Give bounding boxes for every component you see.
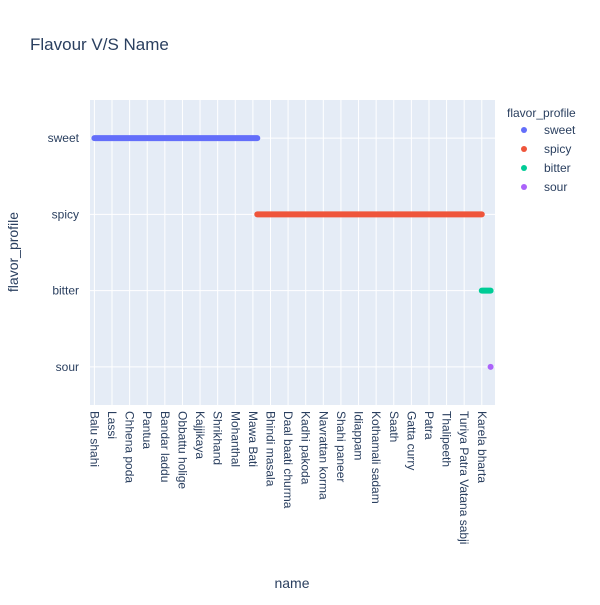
x-tick-label: Daal baati churma — [281, 411, 295, 509]
x-tick-label: Idiappam — [352, 411, 366, 460]
x-tick-label: Balu shahi — [87, 411, 101, 467]
x-tick-label: Mawa Bati — [246, 411, 260, 467]
legend-items: sweet spicy bitter sour — [521, 123, 576, 194]
y-tick-label: spicy — [52, 207, 79, 221]
x-tick-label: Karela bharta — [475, 411, 489, 483]
data-point — [487, 363, 494, 370]
y-tick-label: sour — [56, 360, 79, 374]
y-tick-label: bitter — [52, 284, 79, 298]
legend-marker — [521, 127, 527, 133]
x-tick-label: Obbattu holige — [175, 411, 189, 489]
legend-label: sweet — [544, 123, 576, 137]
grid — [90, 100, 495, 405]
legend-item-sour[interactable]: sour — [521, 180, 567, 194]
x-tick-label: Kajjikaya — [193, 411, 207, 459]
chart-title: Flavour V/S Name — [30, 35, 169, 54]
y-tick-label: sweet — [48, 131, 80, 145]
legend-label: bitter — [544, 161, 571, 175]
legend-item-bitter[interactable]: bitter — [521, 161, 571, 175]
series-layer — [91, 135, 494, 370]
x-tick-label: Shrikhand — [211, 411, 225, 465]
legend-marker — [521, 146, 527, 152]
legend-marker — [521, 165, 527, 171]
x-tick-label: Patra — [422, 411, 436, 440]
y-axis-title: flavor_profile — [5, 212, 21, 292]
legend-title: flavor_profile — [507, 106, 576, 120]
x-axis-title: name — [274, 575, 309, 591]
x-tick-label: Pantua — [140, 411, 154, 449]
series-sour — [487, 363, 494, 370]
legend-marker — [521, 184, 527, 190]
x-tick-label: Turiya Patra Vatana sabji — [457, 411, 471, 544]
legend: flavor_profile sweet spicy bitter sour — [507, 106, 576, 194]
x-tick-label: Thalipeeth — [440, 411, 454, 467]
x-tick-label: Mohanthal — [228, 411, 242, 467]
legend-item-spicy[interactable]: spicy — [521, 142, 571, 156]
x-tick-label: Kothamali sadam — [369, 411, 383, 504]
x-tick-label: Bhindi masala — [263, 411, 277, 487]
x-tick-label: Bandar laddu — [158, 411, 172, 482]
legend-label: sour — [544, 180, 567, 194]
legend-item-sweet[interactable]: sweet — [521, 123, 576, 137]
x-tick-label: Shahi paneer — [334, 411, 348, 482]
x-tick-label: Kadhi pakoda — [299, 411, 313, 485]
x-tick-label: Saath — [387, 411, 401, 442]
x-tick-labels: Balu shahi Lassi Chhena poda Pantua Bandar l… — [87, 411, 488, 544]
x-tick-label: Chhena poda — [123, 411, 137, 483]
y-tick-labels: sweet spicy bitter sour — [48, 131, 80, 374]
plot-area — [90, 100, 495, 405]
x-tick-label: Lassi — [105, 411, 119, 439]
legend-label: spicy — [544, 142, 571, 156]
x-tick-label: Gatta curry — [404, 411, 418, 470]
x-tick-label: Navrattan korma — [316, 411, 330, 500]
